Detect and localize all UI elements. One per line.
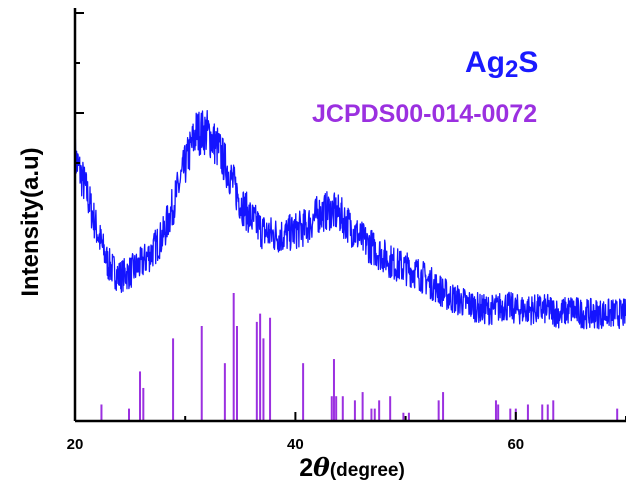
reference-sticks: [100, 292, 619, 421]
x-axis-title-unit: (degree): [330, 460, 405, 481]
plot-area: [74, 110, 626, 421]
legend-sample: Ag2S: [465, 46, 538, 83]
x-tick-label: 40: [287, 436, 304, 453]
x-axis-title-theta: θ: [313, 453, 330, 482]
x-axis-title-number: 2: [299, 454, 313, 482]
legend-reference: JCPDS00-014-0072: [312, 100, 537, 128]
axes: 20 40 60: [67, 8, 626, 453]
y-axis-title: Intensity(a.u): [17, 147, 44, 296]
x-axis-title: 2θ(degree): [299, 453, 405, 482]
series-line-ag2s: [74, 110, 626, 330]
x-ticks: 20 40 60: [67, 412, 626, 453]
x-tick-label: 60: [507, 436, 524, 453]
x-tick-label: 20: [67, 436, 84, 453]
